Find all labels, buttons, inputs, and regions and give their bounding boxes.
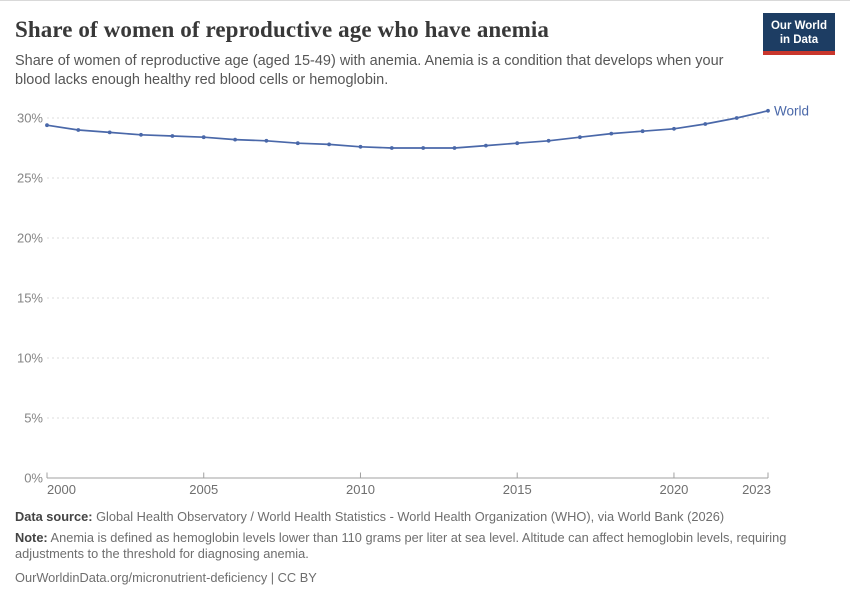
data-point[interactable] bbox=[609, 131, 614, 136]
y-axis-tick-label: 10% bbox=[17, 351, 43, 366]
data-point[interactable] bbox=[421, 146, 426, 150]
data-point[interactable] bbox=[295, 141, 300, 146]
y-axis-tick-label: 0% bbox=[24, 471, 43, 486]
data-point[interactable] bbox=[76, 128, 81, 132]
datasource-label: Data source: bbox=[15, 509, 93, 524]
data-point[interactable] bbox=[546, 138, 551, 143]
y-axis-tick-label: 25% bbox=[17, 171, 43, 186]
data-point[interactable] bbox=[734, 116, 739, 120]
data-point[interactable] bbox=[766, 108, 770, 113]
page-title: Share of women of reproductive age who h… bbox=[15, 17, 549, 42]
line-chart[interactable]: 0% 5% 10% 15% 20% 25% 30% 2000 2005 2010 2015 2020 2… bbox=[0, 96, 850, 508]
data-point[interactable] bbox=[452, 146, 457, 150]
x-axis-tick-label: 2020 bbox=[659, 482, 688, 497]
citation-line: OurWorldinData.org/micronutrient-deficie… bbox=[15, 569, 317, 585]
chart-area[interactable]: 0% 5% 10% 15% 20% 25% 30% 2000 2005 2010 2015 2020 2… bbox=[0, 96, 850, 508]
data-point[interactable] bbox=[515, 141, 520, 146]
owid-logo-line2: in Data bbox=[779, 34, 819, 46]
data-point[interactable] bbox=[170, 134, 175, 138]
data-point[interactable] bbox=[672, 126, 676, 131]
x-axis-tick-label: 2023 bbox=[742, 482, 771, 497]
y-axis-tick-label: 20% bbox=[17, 231, 43, 246]
owid-logo-line1: Our World bbox=[770, 20, 827, 32]
data-point[interactable] bbox=[484, 143, 488, 148]
data-point[interactable] bbox=[389, 146, 394, 150]
note-text: Anemia is defined as hemoglobin levels l… bbox=[15, 529, 787, 562]
data-point[interactable] bbox=[358, 144, 363, 149]
series-label-world[interactable]: World bbox=[774, 103, 809, 118]
datasource-line: Data source: Global Health Observatory /… bbox=[15, 509, 835, 526]
data-point[interactable] bbox=[201, 135, 206, 140]
data-point[interactable] bbox=[107, 130, 112, 135]
data-point[interactable] bbox=[264, 138, 269, 143]
data-point[interactable] bbox=[640, 129, 645, 134]
data-point[interactable] bbox=[233, 137, 238, 142]
data-point[interactable] bbox=[139, 132, 143, 137]
chart-subtitle: Share of women of reproductive age (aged… bbox=[15, 53, 724, 88]
datasource-text: Global Health Observatory / World Health… bbox=[92, 509, 725, 524]
x-axis-tick-label: 2015 bbox=[503, 482, 532, 497]
data-point[interactable] bbox=[327, 142, 331, 147]
chart-header: Share of women of reproductive age who h… bbox=[0, 1, 850, 90]
owid-logo[interactable]: Our World in Data bbox=[762, 13, 835, 55]
note-line: Note: Anemia is defined as hemoglobin le… bbox=[15, 530, 835, 563]
x-axis-tick-label: 2010 bbox=[346, 482, 375, 497]
x-axis-tick-label: 2000 bbox=[47, 482, 76, 497]
data-point[interactable] bbox=[703, 122, 708, 126]
chart-footer: Data source: Global Health Observatory /… bbox=[15, 509, 835, 590]
data-point[interactable] bbox=[45, 123, 49, 128]
series-line-world[interactable] bbox=[46, 109, 769, 149]
y-axis-tick-label: 5% bbox=[24, 411, 43, 426]
x-axis-tick-label: 2005 bbox=[189, 482, 218, 497]
data-point[interactable] bbox=[578, 135, 582, 140]
y-axis-tick-label: 15% bbox=[17, 291, 43, 306]
note-label: Note: bbox=[15, 529, 48, 545]
y-axis-tick-label: 30% bbox=[17, 111, 43, 126]
